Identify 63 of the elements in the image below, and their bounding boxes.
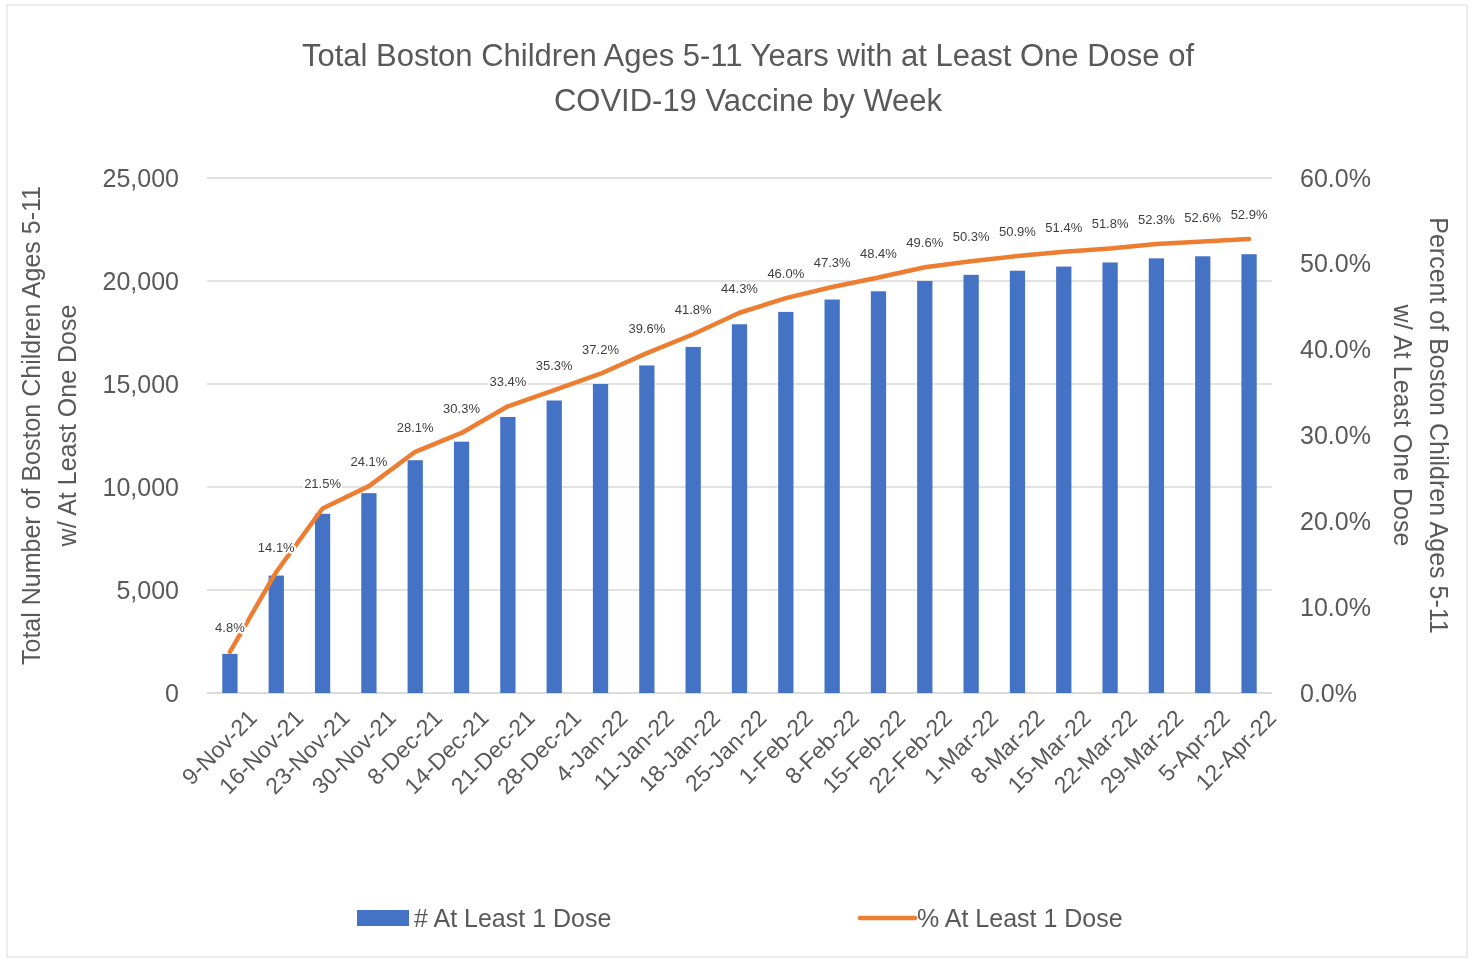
data-label: 52.6%: [1184, 209, 1222, 225]
data-label: 50.9%: [999, 224, 1037, 240]
y-tick-label: 10,000: [102, 472, 179, 501]
data-label: 51.8%: [1091, 216, 1129, 232]
bar: [778, 311, 794, 693]
bar: [1056, 266, 1072, 693]
bar: [639, 365, 655, 693]
y2-tick-label: 30.0%: [1300, 421, 1371, 449]
data-label: 24.1%: [350, 454, 388, 470]
y-tick-label: 25,000: [102, 163, 179, 192]
data-label: 35.3%: [535, 358, 574, 374]
data-label: 30.3%: [443, 400, 481, 416]
data-label: 52.9%: [1230, 206, 1268, 222]
y2-tick-label: 10.0%: [1300, 592, 1371, 621]
bar: [1009, 270, 1026, 693]
bar: [546, 400, 562, 693]
legend-label: % At Least 1 Dose: [917, 904, 1123, 932]
y2-tick-label: 20.0%: [1300, 506, 1371, 535]
y-tick-label: 20,000: [102, 266, 179, 295]
bar: [268, 575, 284, 693]
bar: [963, 274, 979, 693]
y2-tick-label: 40.0%: [1300, 335, 1371, 364]
bar: [453, 441, 470, 693]
y2-tick-label: 60.0%: [1300, 163, 1371, 192]
bar: [1195, 256, 1211, 693]
bar: [222, 653, 238, 693]
bar: [731, 324, 748, 693]
data-label: 47.3%: [813, 255, 852, 271]
y-axis-title: Total Number of Boston Children Ages 5-11 w/ At Least One Dose: [17, 186, 81, 665]
data-label: 21.5%: [304, 476, 342, 492]
data-label: 49.6%: [906, 235, 944, 251]
data-label: 33.4%: [489, 374, 527, 390]
y2-axis-title: Percent of Boston Children Ages 5-11 w/ At Least One Dose: [1389, 217, 1453, 634]
y-tick-label: 0: [165, 678, 179, 707]
bar: [407, 460, 423, 693]
data-label: 51.4%: [1045, 219, 1083, 235]
data-label: 44.3%: [721, 280, 759, 296]
bar: [870, 291, 887, 693]
bar: [1241, 254, 1257, 693]
bar: [824, 299, 840, 693]
bar: [1148, 258, 1165, 693]
y-tick-label: 15,000: [102, 369, 179, 398]
chart-title: Total Boston Children Ages 5-11 Years with at Least One Dose of COVID-19 Vaccine by Week: [301, 38, 1195, 118]
data-label: 28.1%: [396, 419, 435, 435]
bar: [917, 281, 933, 693]
bar: [361, 493, 377, 693]
bar: [500, 416, 516, 693]
bar: [685, 346, 701, 693]
bar: [592, 384, 609, 693]
y2-tick-label: 50.0%: [1300, 249, 1371, 278]
y2-tick-label: 0.0%: [1300, 678, 1357, 707]
data-label: 46.0%: [767, 266, 805, 282]
data-label: 41.8%: [674, 302, 713, 318]
bar: [314, 513, 331, 693]
data-label: 52.3%: [1137, 212, 1176, 228]
data-label: 50.3%: [952, 229, 990, 245]
data-label: 37.2%: [582, 341, 620, 357]
data-label: 39.6%: [628, 321, 666, 337]
data-label: 14.1%: [257, 539, 296, 555]
legend-label: # At Least 1 Dose: [414, 904, 612, 932]
y-tick-label: 5,000: [116, 575, 179, 604]
data-label: 48.4%: [860, 245, 898, 261]
bar: [1102, 262, 1118, 693]
